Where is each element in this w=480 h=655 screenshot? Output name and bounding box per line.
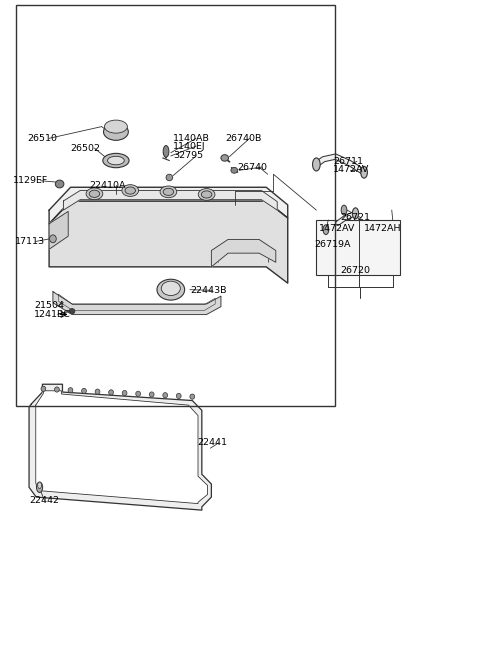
Ellipse shape bbox=[108, 390, 113, 395]
Text: 17113: 17113 bbox=[15, 237, 45, 246]
Ellipse shape bbox=[221, 155, 228, 161]
Polygon shape bbox=[49, 201, 288, 283]
Text: 1129EF: 1129EF bbox=[13, 176, 48, 185]
Ellipse shape bbox=[49, 235, 56, 243]
Text: 22443B: 22443B bbox=[190, 286, 227, 295]
Text: 1140EJ: 1140EJ bbox=[173, 141, 206, 151]
Text: 1241BC: 1241BC bbox=[34, 310, 71, 319]
Text: 26740: 26740 bbox=[238, 162, 268, 172]
Polygon shape bbox=[63, 191, 277, 210]
Ellipse shape bbox=[36, 482, 43, 493]
Bar bbox=[16, 5, 336, 405]
Ellipse shape bbox=[149, 392, 154, 397]
Text: 1472AH: 1472AH bbox=[364, 224, 402, 233]
Ellipse shape bbox=[198, 189, 215, 200]
Ellipse shape bbox=[103, 153, 129, 168]
Ellipse shape bbox=[352, 208, 359, 219]
Polygon shape bbox=[29, 384, 211, 510]
Ellipse shape bbox=[136, 391, 141, 396]
Ellipse shape bbox=[163, 392, 168, 398]
Bar bbox=[316, 220, 400, 275]
Ellipse shape bbox=[163, 188, 174, 195]
Ellipse shape bbox=[160, 186, 177, 198]
Text: 26711: 26711 bbox=[333, 157, 363, 166]
Text: 26740B: 26740B bbox=[226, 134, 262, 143]
Text: 21504: 21504 bbox=[34, 301, 64, 310]
Ellipse shape bbox=[361, 166, 367, 178]
Ellipse shape bbox=[323, 225, 329, 234]
Text: 1472AV: 1472AV bbox=[333, 165, 370, 174]
Text: 26510: 26510 bbox=[28, 134, 58, 143]
Ellipse shape bbox=[312, 158, 320, 171]
Ellipse shape bbox=[163, 145, 169, 157]
Ellipse shape bbox=[125, 187, 135, 194]
Text: 26721: 26721 bbox=[340, 214, 370, 223]
Ellipse shape bbox=[104, 123, 128, 140]
Text: 22441: 22441 bbox=[197, 438, 227, 447]
Ellipse shape bbox=[176, 393, 181, 398]
Ellipse shape bbox=[157, 279, 185, 300]
Text: 22442: 22442 bbox=[29, 496, 59, 505]
Text: 1472AV: 1472AV bbox=[319, 224, 355, 233]
Ellipse shape bbox=[41, 386, 46, 392]
Ellipse shape bbox=[55, 180, 64, 188]
Polygon shape bbox=[36, 391, 207, 504]
Ellipse shape bbox=[122, 185, 139, 196]
Ellipse shape bbox=[82, 388, 86, 394]
Text: 26502: 26502 bbox=[71, 143, 101, 153]
Text: 1140AB: 1140AB bbox=[173, 134, 210, 143]
Polygon shape bbox=[49, 212, 68, 250]
Ellipse shape bbox=[86, 188, 103, 200]
Polygon shape bbox=[53, 291, 221, 314]
Ellipse shape bbox=[89, 190, 100, 197]
Polygon shape bbox=[211, 240, 276, 267]
Text: 32795: 32795 bbox=[173, 151, 204, 160]
Ellipse shape bbox=[122, 390, 127, 396]
Ellipse shape bbox=[55, 387, 60, 392]
Ellipse shape bbox=[161, 281, 180, 295]
Ellipse shape bbox=[166, 174, 173, 181]
Polygon shape bbox=[49, 187, 288, 224]
Ellipse shape bbox=[69, 309, 75, 314]
Ellipse shape bbox=[105, 120, 127, 133]
Text: 26719A: 26719A bbox=[314, 240, 350, 248]
Text: 26720: 26720 bbox=[340, 266, 370, 274]
Text: 22410A: 22410A bbox=[90, 181, 126, 190]
Ellipse shape bbox=[95, 389, 100, 394]
Ellipse shape bbox=[68, 388, 73, 393]
Ellipse shape bbox=[201, 191, 212, 198]
Ellipse shape bbox=[37, 482, 41, 489]
Ellipse shape bbox=[341, 205, 347, 215]
Ellipse shape bbox=[231, 168, 238, 174]
Ellipse shape bbox=[108, 157, 124, 165]
Ellipse shape bbox=[190, 394, 195, 400]
